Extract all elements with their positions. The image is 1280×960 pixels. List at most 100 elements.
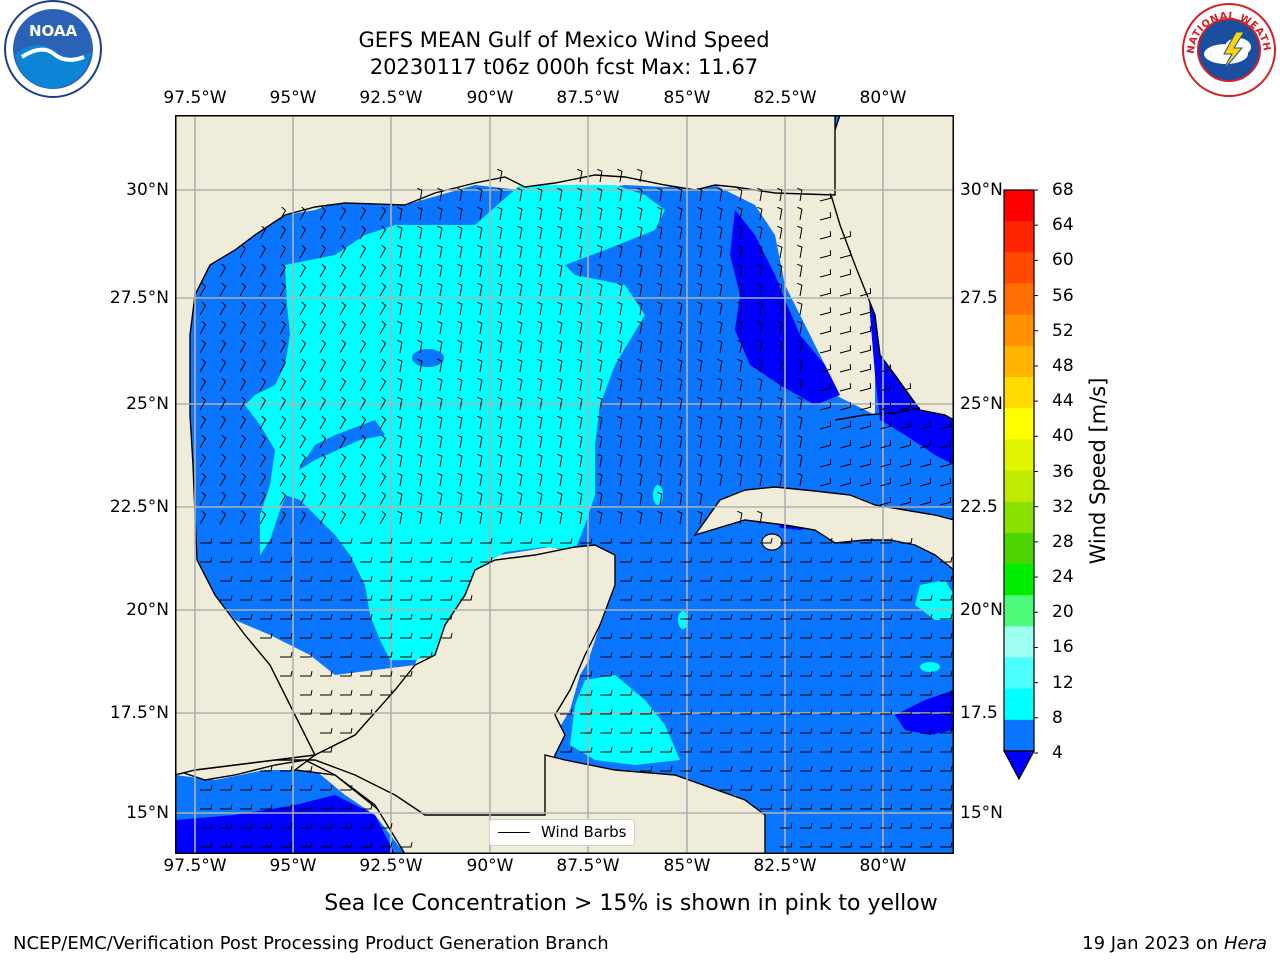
wind-barb-731 <box>300 614 313 620</box>
wind-barb-677 <box>400 576 413 582</box>
wind-barb-39 <box>537 206 543 221</box>
wind-barb-172 <box>697 282 703 297</box>
wind-barb-189 <box>359 301 367 316</box>
wind-barb-559 <box>537 491 543 506</box>
wind-barb-771 <box>700 633 713 639</box>
wind-barb-712 <box>640 595 653 601</box>
wind-barb-295 <box>437 358 443 373</box>
wind-barb-606 <box>320 538 333 544</box>
wind-barb-860 <box>300 709 313 715</box>
colorbar-tick-label-13: 16 <box>1052 637 1074 658</box>
wind-barb-981 <box>900 804 913 810</box>
wind-barb-910 <box>640 747 653 753</box>
sea-ice-note: Sea Ice Concentration > 15% is shown in … <box>324 891 938 916</box>
wind-barb-450 <box>637 434 643 449</box>
wind-barb-127 <box>457 263 463 278</box>
wind-barb-134 <box>597 263 603 278</box>
wind-barb-873 <box>740 709 753 715</box>
wind-barb-676 <box>380 576 393 582</box>
wind-barb-67 <box>517 225 523 240</box>
wind-barb-5 <box>417 187 423 202</box>
wind-barb-306 <box>657 358 663 373</box>
wind-barb-768 <box>640 633 653 639</box>
wind-barb-917 <box>780 747 793 753</box>
wind-barb-80 <box>777 225 783 240</box>
wind-barb-744 <box>720 614 733 620</box>
wind-barb-50 <box>757 206 763 221</box>
wind-barb-832 <box>880 671 893 677</box>
wind-barb-723 <box>860 595 873 601</box>
bottom-lon-label-7: 80°W <box>859 856 907 876</box>
wind-barb-79 <box>757 225 763 240</box>
wind-barb-393 <box>259 415 267 430</box>
wind-barb-654 <box>680 557 693 563</box>
wind-barb-890 <box>660 728 673 734</box>
wind-barb-487 <box>617 453 623 468</box>
wind-barb-881 <box>900 709 913 715</box>
wind-barb-980 <box>880 804 893 810</box>
wind-barb-1006 <box>260 842 273 848</box>
wind-barb-551 <box>379 491 387 506</box>
wind-barb-1020 <box>900 842 913 848</box>
wind-barb-128 <box>477 263 483 278</box>
wind-barb-815 <box>380 671 393 677</box>
wind-barb-268 <box>577 339 583 354</box>
wind-barb-952 <box>340 785 353 791</box>
wind-barb-544 <box>239 491 247 506</box>
wind-barb-523 <box>577 472 583 487</box>
wind-barb-994 <box>780 823 793 829</box>
wind-barb-500 <box>879 459 892 468</box>
wind-barb-105 <box>657 244 663 259</box>
wind-barb-963 <box>920 785 933 791</box>
wind-barb-234 <box>577 320 583 335</box>
wind-barb-740 <box>640 614 653 620</box>
wind-barb-482 <box>517 453 523 468</box>
wind-barb-37 <box>497 206 503 221</box>
wind-barb-636 <box>200 557 213 563</box>
wind-barb-865 <box>580 709 593 715</box>
wind-barb-235 <box>597 320 603 335</box>
wind-barb-210 <box>777 301 783 316</box>
wind-barb-997 <box>840 823 853 829</box>
wind-barb-502 <box>919 459 932 468</box>
wind-barb-972 <box>340 804 353 810</box>
wind-barb-526 <box>637 472 643 487</box>
wind-barb-702 <box>300 595 313 601</box>
wind-barb-820 <box>640 671 653 677</box>
wind-barb-998 <box>860 823 873 829</box>
wind-barb-324 <box>319 377 327 392</box>
wind-barb-804 <box>840 652 853 658</box>
bottom-lon-label-4: 87.5°W <box>556 856 620 876</box>
wind-barb-356 <box>239 396 247 411</box>
wind-barb-651 <box>620 557 633 563</box>
wind-barb-443 <box>497 434 503 449</box>
wind-barb-300 <box>537 358 543 373</box>
wind-barb-913 <box>700 747 713 753</box>
wind-barb-78 <box>737 225 743 240</box>
wind-barb-185 <box>279 301 287 316</box>
wind-barb-635 <box>900 538 913 544</box>
wind-barb-432 <box>279 434 287 449</box>
wind-barb-263 <box>477 339 483 354</box>
wind-barb-275 <box>717 339 723 354</box>
wind-barb-887 <box>600 728 613 734</box>
legend-label: Wind Barbs <box>541 823 627 841</box>
wind-barb-336 <box>557 377 563 392</box>
wind-barb-401 <box>417 415 423 430</box>
wind-barb-787 <box>340 652 353 658</box>
wind-barb-633 <box>860 538 873 544</box>
chart-title: GEFS MEAN Gulf of Mexico Wind Speed <box>358 28 770 52</box>
top-lon-label-5: 85°W <box>663 88 711 108</box>
wind-barb-784 <box>280 652 293 658</box>
wind-barb-730 <box>280 614 293 620</box>
wind-barb-525 <box>617 472 623 487</box>
wind-barb-170 <box>657 282 663 297</box>
wind-barb-437 <box>379 434 387 449</box>
wind-barb-656 <box>720 557 733 563</box>
wind-barb-51 <box>777 206 783 221</box>
wind-barb-986 <box>240 823 253 829</box>
wind-barb-631 <box>820 538 833 544</box>
wind-barb-996 <box>820 823 833 829</box>
wind-barb-4 <box>637 168 643 183</box>
wind-barb-600 <box>200 538 213 544</box>
